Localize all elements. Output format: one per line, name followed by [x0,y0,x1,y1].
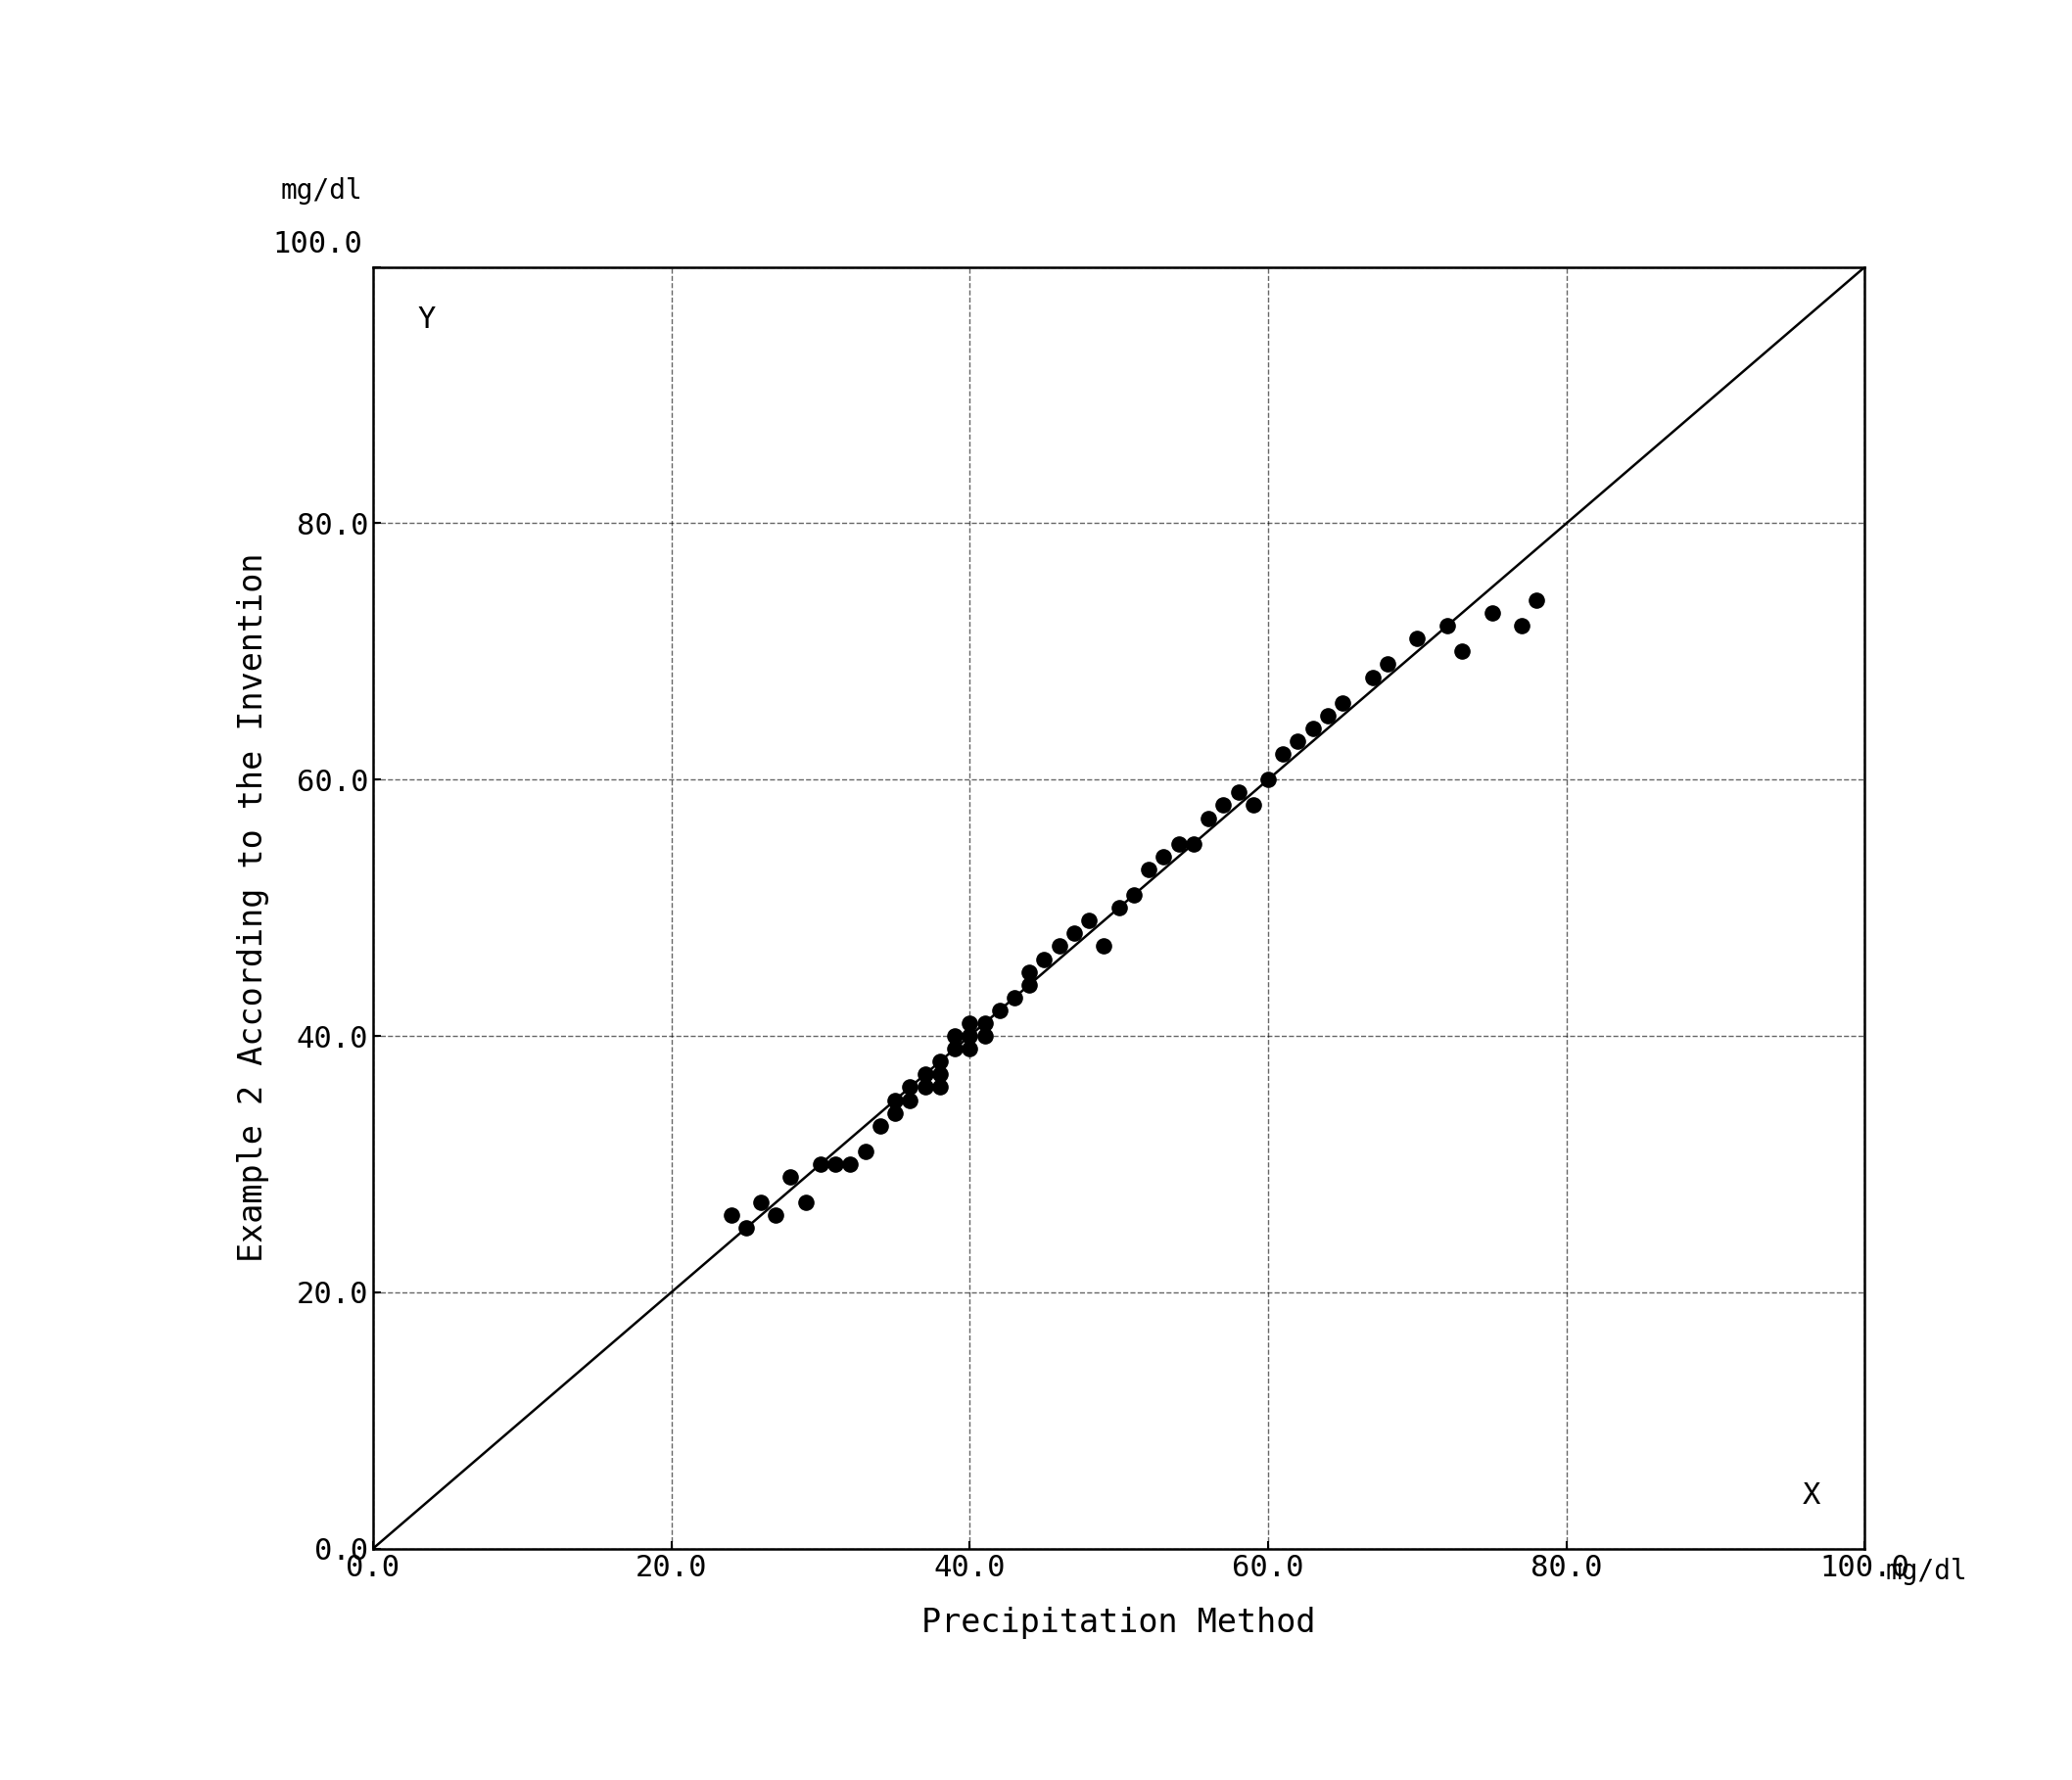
Point [850,1137,883,1166]
Point [1073,906,1106,934]
Point [1042,933,1075,961]
Y-axis label: Example 2 According to the Invention: Example 2 According to the Invention [236,554,269,1262]
Point [908,1061,941,1089]
Point [1372,650,1405,678]
Point [1131,854,1164,883]
Point [879,1086,912,1114]
Point [1102,894,1135,922]
Point [1297,714,1330,742]
Point [1162,829,1196,858]
Point [924,1073,957,1102]
Text: mg/dl: mg/dl [280,178,363,205]
Point [1222,778,1256,806]
Point [1251,765,1285,794]
Point [1475,598,1508,627]
Point [1148,842,1181,870]
Point [953,1034,986,1063]
Point [715,1202,748,1230]
Point [818,1150,852,1178]
Point [833,1150,866,1178]
Point [939,1022,972,1050]
Point [893,1086,926,1114]
Point [1521,586,1554,614]
Point [1177,829,1210,858]
Point [1446,637,1479,666]
Point [968,1009,1001,1038]
Point [982,997,1015,1025]
Point [1206,790,1239,819]
Point [879,1098,912,1127]
Point [1088,933,1121,961]
Text: Y: Y [419,306,435,335]
Point [953,1009,986,1038]
Point [908,1073,941,1102]
Point [1117,881,1150,910]
Point [1013,958,1046,986]
Text: X: X [1803,1481,1819,1509]
Point [999,983,1032,1011]
Point [939,1034,972,1063]
Point [953,1022,986,1050]
Point [1266,740,1299,769]
Point [775,1162,808,1191]
Point [968,1022,1001,1050]
Point [1028,945,1061,974]
Point [1013,970,1046,999]
Point [1191,805,1225,833]
Point [1057,918,1090,947]
Text: 100.0: 100.0 [274,230,363,258]
X-axis label: Precipitation Method: Precipitation Method [922,1606,1316,1639]
Point [1504,612,1537,641]
Point [1312,701,1345,730]
Point [864,1111,897,1139]
Point [744,1189,777,1218]
Point [1326,689,1359,717]
Point [804,1150,837,1178]
Text: mg/dl: mg/dl [1886,1558,1968,1584]
Point [1280,726,1314,755]
Point [893,1073,926,1102]
Point [924,1047,957,1075]
Point [729,1214,762,1242]
Point [1355,662,1388,691]
Point [924,1061,957,1089]
Point [789,1189,823,1218]
Point [758,1202,792,1230]
Point [1401,625,1434,653]
Point [1430,612,1463,641]
Point [1237,790,1270,819]
